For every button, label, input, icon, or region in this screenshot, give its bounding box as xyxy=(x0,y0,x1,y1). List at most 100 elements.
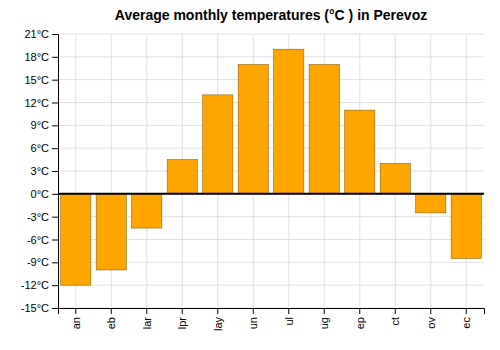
y-tick: 3°C xyxy=(31,165,58,177)
bar xyxy=(61,194,91,285)
chart-svg: -15°C -12°C -9°C -6°C -3°C 0°C 3°C 6°C 9°C 12°C 15… xyxy=(0,0,500,350)
x-tick-label: eb xyxy=(105,317,117,329)
x-tick-label: ec xyxy=(460,317,472,329)
y-tick: 0°C xyxy=(31,188,58,200)
x-tick: lpr xyxy=(176,308,188,329)
y-tick: -15°C xyxy=(21,302,58,314)
y-tick-mark xyxy=(52,103,58,104)
y-tick: 6°C xyxy=(31,142,58,154)
y-tick-label: 21°C xyxy=(24,28,49,40)
bar xyxy=(203,95,233,194)
x-tick-mark xyxy=(253,308,254,314)
x-tick-mark xyxy=(182,308,183,314)
bar xyxy=(167,160,197,194)
y-grid-line xyxy=(58,285,484,286)
y-tick: 9°C xyxy=(31,119,58,131)
y-grid-line xyxy=(58,171,484,172)
y-tick-mark xyxy=(52,262,58,263)
x-tick-label: ov xyxy=(425,317,437,329)
x-tick-mark xyxy=(75,308,76,314)
y-tick-label: -6°C xyxy=(27,234,49,246)
x-tick: ec xyxy=(460,308,472,329)
x-tick-mark xyxy=(288,308,289,314)
x-axis: an eb lar lpr lay un ul ug ep ct ov ec xyxy=(59,308,485,331)
bar xyxy=(309,64,339,193)
y-tick-mark xyxy=(52,217,58,218)
grid xyxy=(58,34,484,308)
y-grid-line xyxy=(58,79,484,80)
x-tick: ug xyxy=(318,308,330,329)
y-tick-label: 18°C xyxy=(24,51,49,63)
x-tick-label: ug xyxy=(318,317,330,329)
x-tick-mark xyxy=(146,308,147,314)
x-tick-mark xyxy=(324,308,325,314)
y-tick-mark xyxy=(52,171,58,172)
bar xyxy=(96,194,126,270)
y-tick-label: 0°C xyxy=(31,188,50,200)
title: Average monthly temperatures (°C ) in Pe… xyxy=(115,7,427,23)
y-tick-mark xyxy=(52,34,58,35)
x-tick: ov xyxy=(425,308,437,329)
y-tick: -12°C xyxy=(21,279,58,291)
zero-line xyxy=(58,193,484,195)
y-tick-label: 9°C xyxy=(31,119,50,131)
x-tick-mark xyxy=(111,308,112,314)
y-tick: 18°C xyxy=(24,51,58,63)
bar xyxy=(238,64,268,193)
x-tick-label: an xyxy=(70,317,82,329)
x-tick-label: lar xyxy=(141,317,153,330)
y-tick-label: 15°C xyxy=(24,74,49,86)
x-tick-label: ul xyxy=(283,317,295,326)
y-tick-mark xyxy=(52,57,58,58)
x-tick-label: ct xyxy=(389,317,401,326)
y-tick-mark xyxy=(52,125,58,126)
x-tick: lay xyxy=(212,308,224,331)
y-grid-line xyxy=(58,34,484,35)
x-tick: lar xyxy=(141,308,153,329)
y-tick-mark xyxy=(52,308,58,309)
y-tick-label: -3°C xyxy=(27,211,49,223)
bar xyxy=(345,110,375,194)
y-tick-label: 6°C xyxy=(31,142,50,154)
chart-container: -15°C -12°C -9°C -6°C -3°C 0°C 3°C 6°C 9°C 12°C 15… xyxy=(0,0,500,350)
y-tick: -9°C xyxy=(27,256,58,268)
y-tick-label: 12°C xyxy=(24,97,49,109)
y-tick-label: -12°C xyxy=(21,279,49,291)
bar xyxy=(132,194,162,228)
x-tick-label: ep xyxy=(354,317,366,329)
y-grid-line xyxy=(58,125,484,126)
x-tick: ul xyxy=(283,308,295,326)
bar xyxy=(416,194,446,213)
x-tick: ct xyxy=(389,308,401,326)
y-tick: -6°C xyxy=(27,234,58,246)
x-tick: eb xyxy=(105,308,117,329)
y-tick-mark xyxy=(52,194,58,195)
x-tick-mark xyxy=(466,308,467,314)
x-axis-line xyxy=(59,309,485,315)
x-grid-line xyxy=(146,34,147,308)
y-grid-line xyxy=(58,56,484,57)
x-grid-line xyxy=(466,34,467,308)
y-axis-line xyxy=(52,35,59,309)
y-axis: -15°C -12°C -9°C -6°C -3°C 0°C 3°C 6°C 9°C 12°C 15… xyxy=(21,28,59,314)
plot-area xyxy=(58,49,484,285)
x-tick-label: un xyxy=(247,317,259,329)
y-tick-label: -15°C xyxy=(21,302,49,314)
x-grid-line xyxy=(430,34,431,308)
y-tick-label: 3°C xyxy=(31,165,50,177)
y-grid-line xyxy=(58,148,484,149)
y-tick-mark xyxy=(52,240,58,241)
y-grid-line xyxy=(58,102,484,103)
y-tick: 12°C xyxy=(24,97,58,109)
x-tick: un xyxy=(247,308,259,329)
bar xyxy=(274,49,304,194)
y-tick-mark xyxy=(52,80,58,81)
y-grid-line xyxy=(58,193,484,194)
x-tick-label: lay xyxy=(212,317,224,332)
x-tick-mark xyxy=(395,308,396,314)
y-tick: 21°C xyxy=(24,28,58,40)
x-tick-mark xyxy=(430,308,431,314)
bar xyxy=(380,163,410,193)
x-tick: ep xyxy=(354,308,366,329)
y-tick-mark xyxy=(52,285,58,286)
